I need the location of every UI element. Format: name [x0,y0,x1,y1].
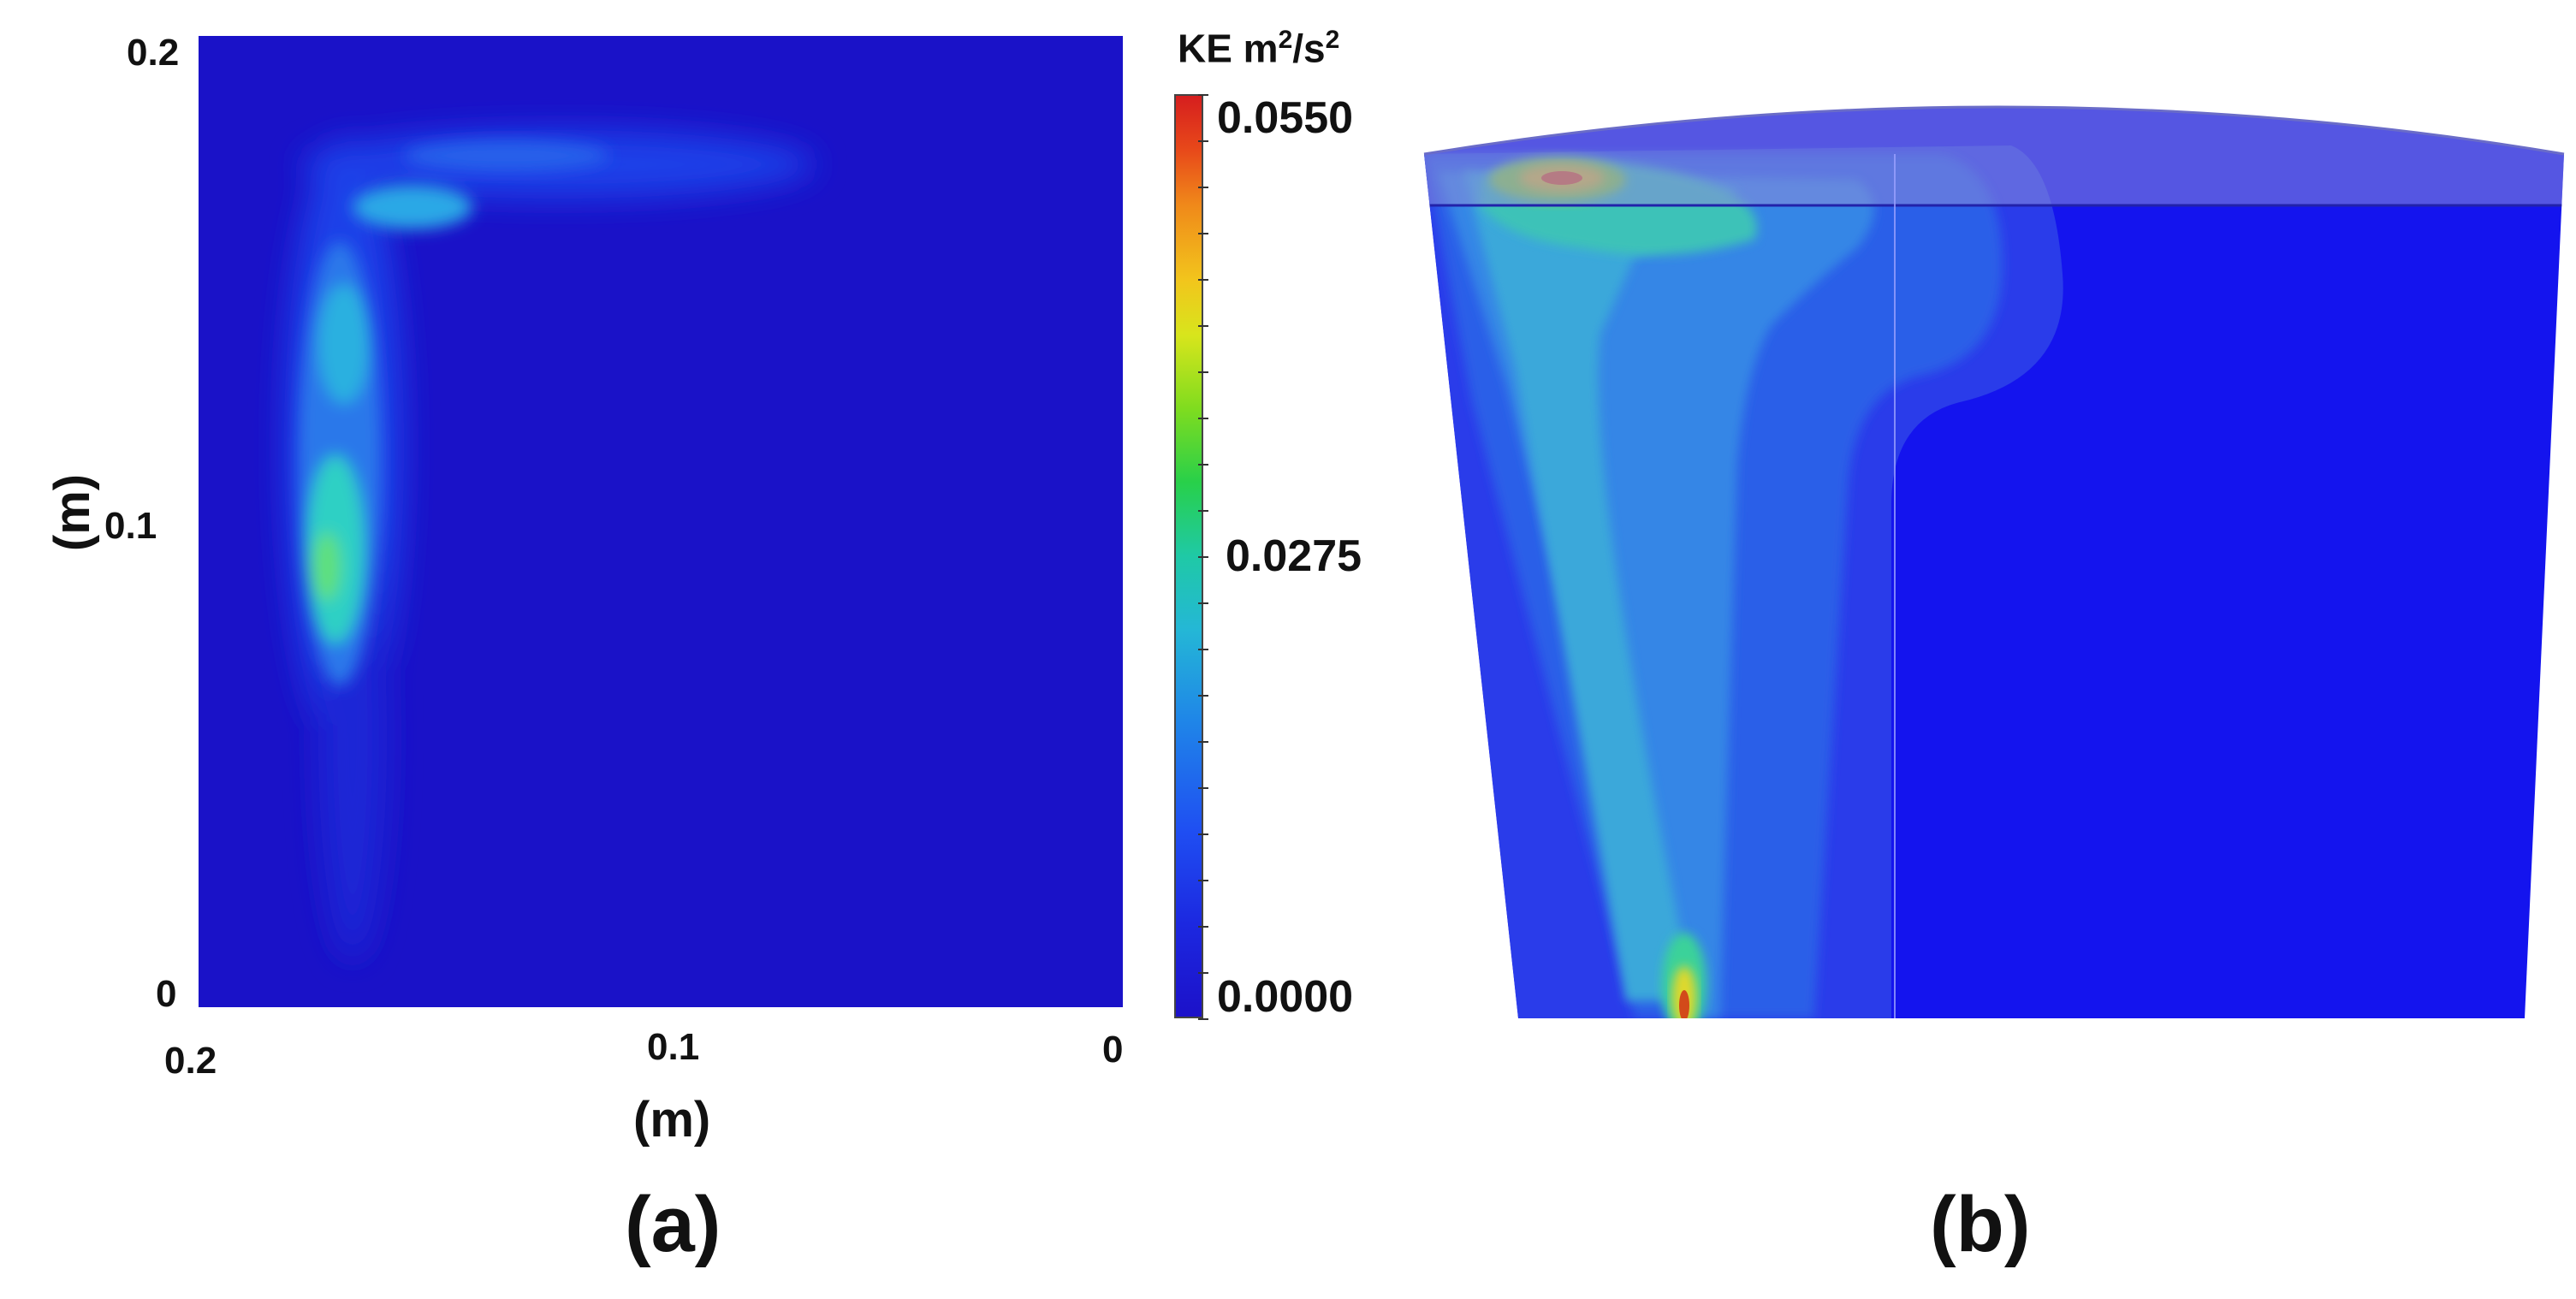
colorbar-tick [1198,1018,1208,1020]
tank-contour-image-b [1423,105,2565,1018]
colorbar-tick [1198,926,1208,928]
colorbar-title: KE m2/s2 [1178,26,1340,71]
tank-contour-b [1412,77,2576,1044]
ke-field-image-a [199,36,1123,1007]
colorbar-ticks [1198,94,1210,1020]
colorbar-tick [1198,233,1208,234]
panel-label-a: (a) [625,1181,721,1268]
colorbar-tick [1198,94,1208,96]
colorbar-tick [1198,972,1208,974]
colorbar-tick [1198,556,1208,558]
colorbar-tick [1198,279,1208,281]
colorbar-tick [1198,741,1208,743]
colorbar-tick [1198,187,1208,188]
colorbar-min-label: 0.0000 [1217,972,1354,1022]
colorbar-max-label: 0.0550 [1217,93,1354,143]
colorbar-tick [1198,787,1208,789]
colorbar-tick [1198,464,1208,466]
colorbar-tick [1198,371,1208,373]
colorbar-tick [1198,140,1208,142]
panel-label-b: (b) [1930,1181,2031,1268]
colorbar-tick [1198,695,1208,697]
y-axis-unit: (m) [45,473,100,552]
y-tick-label: 0.1 [104,505,157,547]
colorbar-tick [1198,649,1208,650]
x-tick-label: 0.1 [647,1026,700,1068]
colorbar-tick [1198,602,1208,604]
x-tick-label: 0.2 [164,1040,217,1082]
x-tick-label: 0 [1102,1029,1124,1071]
colorbar-mid-label: 0.0275 [1226,531,1362,581]
y-tick-label: 0 [156,973,177,1015]
ke-field-plot-a [199,36,1123,1007]
y-tick-label: 0.2 [127,32,180,74]
x-axis-unit: (m) [633,1092,711,1148]
colorbar-tick [1198,510,1208,512]
colorbar-tick [1198,418,1208,419]
colorbar-tick [1198,880,1208,881]
colorbar-tick [1198,833,1208,835]
colorbar-tick [1198,325,1208,327]
